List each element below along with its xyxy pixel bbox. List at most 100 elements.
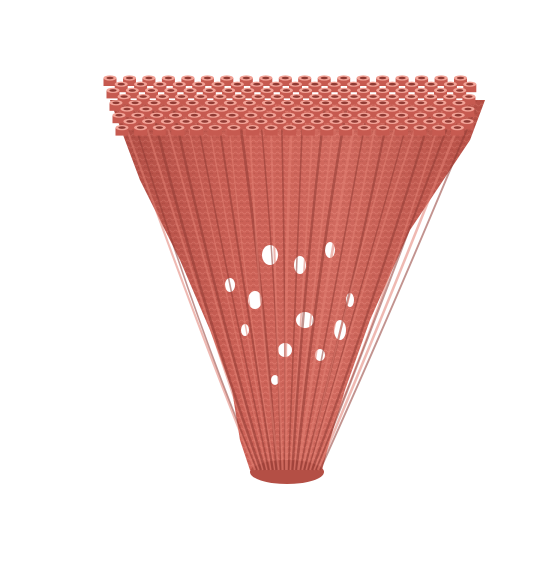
tube-opening bbox=[204, 100, 218, 111]
lattice-strut bbox=[309, 109, 423, 471]
lattice-strut bbox=[205, 109, 272, 471]
tube-opening bbox=[309, 94, 323, 105]
tube-opening bbox=[423, 118, 437, 130]
tube-opening bbox=[260, 87, 274, 99]
tube-opening bbox=[155, 94, 169, 105]
tube-opening bbox=[251, 94, 265, 105]
tube-opening bbox=[319, 100, 333, 111]
tube-opening bbox=[263, 112, 277, 124]
tube-opening bbox=[461, 106, 475, 117]
tube-opening bbox=[115, 125, 129, 136]
lattice-strut bbox=[299, 109, 369, 471]
lattice-strut bbox=[287, 109, 304, 471]
tube-opening bbox=[158, 106, 172, 117]
tube-opening bbox=[145, 87, 158, 99]
tube-opening bbox=[181, 75, 195, 86]
tube-opening bbox=[241, 87, 255, 99]
tube-opening bbox=[414, 100, 428, 111]
tube-opening bbox=[125, 87, 139, 99]
lattice-strut bbox=[291, 109, 326, 471]
tube-opening bbox=[441, 118, 455, 130]
tube-opening bbox=[172, 81, 186, 93]
tube-opening bbox=[198, 118, 212, 130]
tube-opening bbox=[337, 75, 351, 86]
tube-opening bbox=[109, 100, 123, 111]
tube-opening bbox=[395, 125, 408, 136]
tube-opening bbox=[298, 75, 312, 86]
tube-opening bbox=[142, 75, 156, 86]
tube-opening bbox=[292, 118, 305, 130]
tube-opening bbox=[366, 118, 380, 130]
tube-opening bbox=[254, 118, 268, 130]
lattice-strut bbox=[289, 109, 315, 471]
tube-opening bbox=[347, 81, 361, 93]
tube-opening bbox=[164, 87, 178, 99]
tube-opening bbox=[222, 87, 236, 99]
tube-opening bbox=[190, 125, 203, 136]
tube-opening bbox=[220, 75, 234, 86]
tube-opening bbox=[404, 118, 418, 130]
tube-opening bbox=[338, 100, 352, 111]
tube-opening bbox=[453, 87, 467, 99]
lattice-struts bbox=[119, 109, 476, 471]
tube-opening bbox=[415, 75, 429, 86]
tube-opening bbox=[278, 75, 292, 86]
tube-opening bbox=[103, 75, 117, 86]
lattice-strut bbox=[307, 109, 412, 471]
tube-opening bbox=[308, 81, 322, 93]
tube-opening bbox=[404, 94, 418, 105]
tube-opening bbox=[227, 125, 241, 136]
tube-opening bbox=[366, 106, 380, 117]
tube-opening bbox=[261, 100, 275, 111]
tube-opening bbox=[120, 106, 134, 117]
tube-opening bbox=[463, 81, 477, 93]
tube-opening bbox=[259, 75, 273, 86]
tube-opening bbox=[134, 81, 148, 93]
tube-opening bbox=[395, 100, 409, 111]
tube-opening bbox=[385, 81, 399, 93]
tube-opening bbox=[300, 112, 314, 124]
tube-opening bbox=[202, 87, 216, 99]
lattice-strut bbox=[284, 109, 294, 471]
lattice-strut bbox=[162, 109, 264, 471]
tube-opening bbox=[454, 75, 467, 86]
lattice-strut bbox=[215, 109, 274, 471]
tube-opening bbox=[376, 125, 390, 136]
tube-opening bbox=[250, 81, 264, 93]
tube-opening bbox=[424, 81, 438, 93]
tube-opening bbox=[161, 75, 175, 86]
lattice-strut bbox=[319, 109, 476, 471]
tube-opening bbox=[432, 125, 446, 136]
tube-opening bbox=[177, 106, 191, 117]
tube-opening bbox=[136, 94, 150, 105]
tube-opening bbox=[356, 75, 370, 86]
tube-opening bbox=[272, 106, 286, 117]
tube-opening bbox=[166, 100, 180, 111]
tube-opening bbox=[147, 100, 161, 111]
tube-opening bbox=[443, 81, 457, 93]
funnel-body bbox=[103, 75, 485, 484]
tube-opening bbox=[123, 75, 136, 86]
lattice-strut bbox=[151, 109, 263, 471]
lattice-strut bbox=[226, 109, 276, 471]
tube-opening bbox=[269, 81, 283, 93]
tube-opening bbox=[301, 125, 315, 136]
tube-opening bbox=[171, 125, 185, 136]
tube-opening bbox=[217, 118, 231, 130]
lattice-strut bbox=[119, 109, 256, 471]
lattice-strut bbox=[130, 109, 258, 471]
tube-opening bbox=[283, 125, 297, 136]
lattice-strut bbox=[301, 109, 380, 471]
lattice-strut bbox=[140, 109, 260, 471]
tube-opening bbox=[281, 100, 294, 111]
lattice-strut bbox=[311, 109, 434, 471]
tube-opening bbox=[299, 87, 313, 99]
lattice-gap bbox=[271, 375, 279, 385]
tube-opening bbox=[376, 87, 390, 99]
tube-opening bbox=[211, 81, 225, 93]
tube-opening bbox=[434, 75, 448, 86]
lattice-gap bbox=[248, 291, 262, 309]
tube-opening bbox=[328, 106, 342, 117]
tube-opening bbox=[185, 100, 199, 111]
